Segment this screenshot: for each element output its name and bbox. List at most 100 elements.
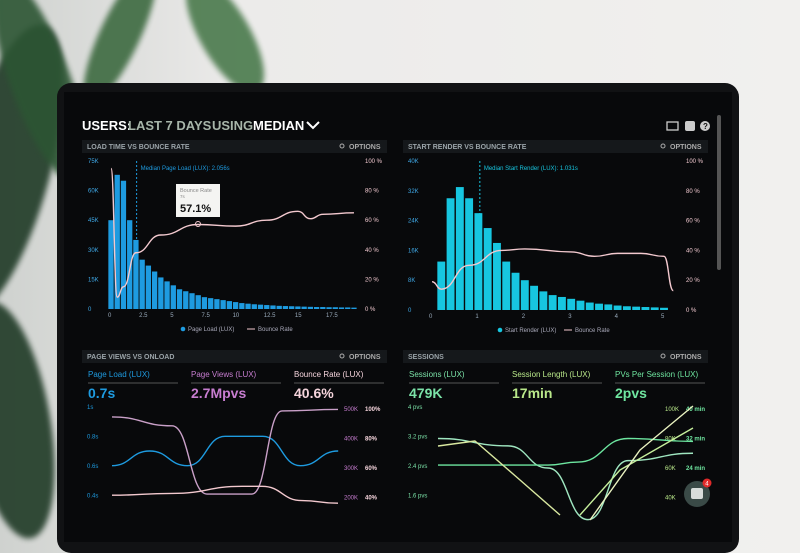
- svg-text:4: 4: [705, 482, 709, 488]
- histogram-bar[interactable]: [226, 301, 233, 309]
- histogram-bar[interactable]: [133, 239, 139, 309]
- histogram-bar[interactable]: [257, 304, 264, 309]
- monitor-icon[interactable]: [666, 121, 679, 131]
- y3-tick-label: 24 min: [686, 466, 705, 472]
- gear-icon[interactable]: [339, 353, 345, 359]
- histogram-bar[interactable]: [114, 174, 120, 309]
- gear-icon[interactable]: [660, 143, 666, 149]
- histogram-bar[interactable]: [270, 305, 276, 309]
- histogram-bar[interactable]: [282, 306, 289, 309]
- header-stat[interactable]: MEDIAN: [253, 118, 304, 133]
- panel-header: [82, 350, 387, 363]
- header-icons: ?: [666, 121, 710, 131]
- dashboard: USERS: LAST 7 DAYS USING MEDIAN ? LOAD T…: [82, 115, 721, 521]
- tooltip: [176, 184, 220, 217]
- histogram-bar[interactable]: [604, 304, 613, 310]
- histogram-bar[interactable]: [307, 306, 314, 309]
- histogram-bar[interactable]: [127, 220, 133, 309]
- histogram-bar[interactable]: [201, 297, 208, 309]
- histogram-bar[interactable]: [189, 293, 195, 309]
- histogram-bar[interactable]: [520, 280, 529, 310]
- legend-swatch: [497, 327, 503, 333]
- histogram-bar[interactable]: [245, 303, 251, 309]
- histogram-bar[interactable]: [465, 198, 474, 310]
- options-button[interactable]: OPTIONS: [670, 144, 702, 151]
- histogram-bar[interactable]: [151, 271, 158, 309]
- kpi-label: PVs Per Session (LUX): [615, 370, 698, 379]
- histogram-bar[interactable]: [158, 277, 164, 309]
- chat-icon: [691, 488, 703, 499]
- histogram-bar[interactable]: [320, 307, 326, 309]
- histogram-bar[interactable]: [641, 307, 650, 310]
- options-button[interactable]: OPTIONS: [670, 354, 702, 361]
- histogram-bar[interactable]: [295, 306, 301, 309]
- histogram-bar[interactable]: [332, 307, 338, 309]
- histogram-bar[interactable]: [139, 259, 145, 309]
- histogram-bar[interactable]: [437, 261, 446, 310]
- scrollbar[interactable]: [717, 115, 721, 270]
- histogram-bar[interactable]: [301, 306, 307, 309]
- histogram-bar[interactable]: [493, 242, 501, 310]
- histogram-bar[interactable]: [351, 307, 357, 309]
- histogram-bar[interactable]: [576, 300, 585, 310]
- histogram-bar[interactable]: [251, 304, 257, 309]
- histogram-bar[interactable]: [220, 300, 226, 309]
- histogram-bar[interactable]: [474, 213, 483, 310]
- histogram-bar[interactable]: [170, 285, 176, 309]
- histogram-bar[interactable]: [585, 302, 594, 310]
- histogram-bar[interactable]: [455, 187, 464, 310]
- histogram-bar[interactable]: [345, 307, 351, 309]
- histogram-bar[interactable]: [557, 296, 566, 310]
- chevron-down-icon[interactable]: [306, 121, 320, 130]
- x-tick-label: 2.5: [139, 313, 148, 319]
- histogram-bar[interactable]: [208, 298, 214, 309]
- histogram-bar[interactable]: [164, 281, 170, 309]
- histogram-bar[interactable]: [276, 305, 282, 309]
- header-range[interactable]: LAST 7 DAYS: [128, 118, 212, 133]
- gear-icon[interactable]: [339, 143, 345, 149]
- histogram-bar[interactable]: [660, 307, 668, 310]
- y2-tick-label: 400K: [344, 437, 358, 443]
- histogram-bar[interactable]: [511, 272, 520, 310]
- help-icon[interactable]: [700, 121, 710, 131]
- histogram-bar[interactable]: [176, 289, 183, 309]
- histogram-bar[interactable]: [595, 303, 603, 310]
- gear-icon[interactable]: [660, 353, 666, 359]
- histogram-bar[interactable]: [622, 306, 631, 310]
- session-length-line: [437, 440, 561, 516]
- histogram-bar[interactable]: [650, 307, 659, 310]
- histogram-bar[interactable]: [289, 306, 295, 309]
- histogram-bar[interactable]: [483, 228, 492, 310]
- bounce-rate-line: [110, 167, 354, 298]
- histogram-bar[interactable]: [613, 305, 622, 310]
- histogram-bar[interactable]: [326, 307, 332, 309]
- options-button[interactable]: OPTIONS: [349, 354, 381, 361]
- dashboard-header: USERS: LAST 7 DAYS USING MEDIAN: [82, 118, 320, 133]
- histogram-bar[interactable]: [567, 298, 576, 310]
- histogram-bar[interactable]: [120, 180, 127, 309]
- histogram-bar[interactable]: [632, 306, 641, 310]
- histogram-bar[interactable]: [446, 198, 455, 310]
- y3-tick-label: 40 min: [686, 407, 705, 413]
- histogram-bar[interactable]: [195, 295, 201, 309]
- histogram-bar[interactable]: [502, 261, 511, 310]
- y-tick-label: 16K: [408, 248, 419, 254]
- chat-button[interactable]: 4: [684, 478, 712, 508]
- histogram-bar[interactable]: [264, 305, 270, 309]
- histogram-bar[interactable]: [183, 291, 189, 309]
- share-icon[interactable]: [685, 121, 695, 131]
- histogram-bar[interactable]: [530, 285, 539, 310]
- histogram-bar[interactable]: [108, 220, 114, 309]
- x-tick-label: 17.5: [326, 313, 338, 319]
- histogram-bar[interactable]: [232, 302, 239, 309]
- page-load-line: [111, 435, 339, 467]
- histogram-bar[interactable]: [239, 303, 245, 309]
- histogram-bar[interactable]: [313, 307, 320, 309]
- histogram-bar[interactable]: [548, 295, 557, 310]
- histogram-bar[interactable]: [338, 307, 345, 309]
- histogram-bar[interactable]: [145, 265, 152, 309]
- histogram-bar[interactable]: [214, 299, 220, 309]
- y-tick-label: 60K: [88, 189, 99, 195]
- options-button[interactable]: OPTIONS: [349, 144, 381, 151]
- histogram-bar[interactable]: [539, 291, 548, 310]
